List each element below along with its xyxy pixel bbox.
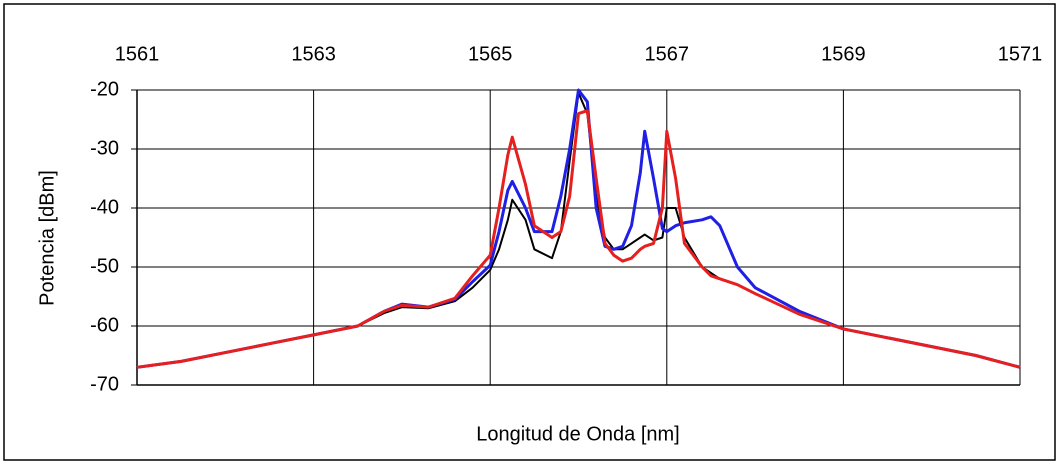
series-line [136, 109, 1021, 369]
y-axis-label: Potencia [dBm] [36, 170, 58, 306]
y-tick-label: -50 [90, 255, 119, 277]
y-tick-label: -40 [90, 196, 119, 218]
x-axis-label: Longitud de Onda [nm] [476, 423, 679, 445]
x-tick-label: 1565 [468, 43, 513, 65]
y-tick-label: -70 [90, 373, 119, 395]
x-tick-label: 1571 [998, 43, 1043, 65]
y-tick-label: -20 [90, 78, 119, 100]
x-tick-label: 1563 [291, 43, 336, 65]
y-tick-label: -60 [90, 314, 119, 336]
x-tick-label: 1569 [821, 43, 866, 65]
x-tick-label: 1567 [645, 43, 690, 65]
x-tick-label: 1561 [115, 43, 160, 65]
y-tick-label: -30 [90, 137, 119, 159]
